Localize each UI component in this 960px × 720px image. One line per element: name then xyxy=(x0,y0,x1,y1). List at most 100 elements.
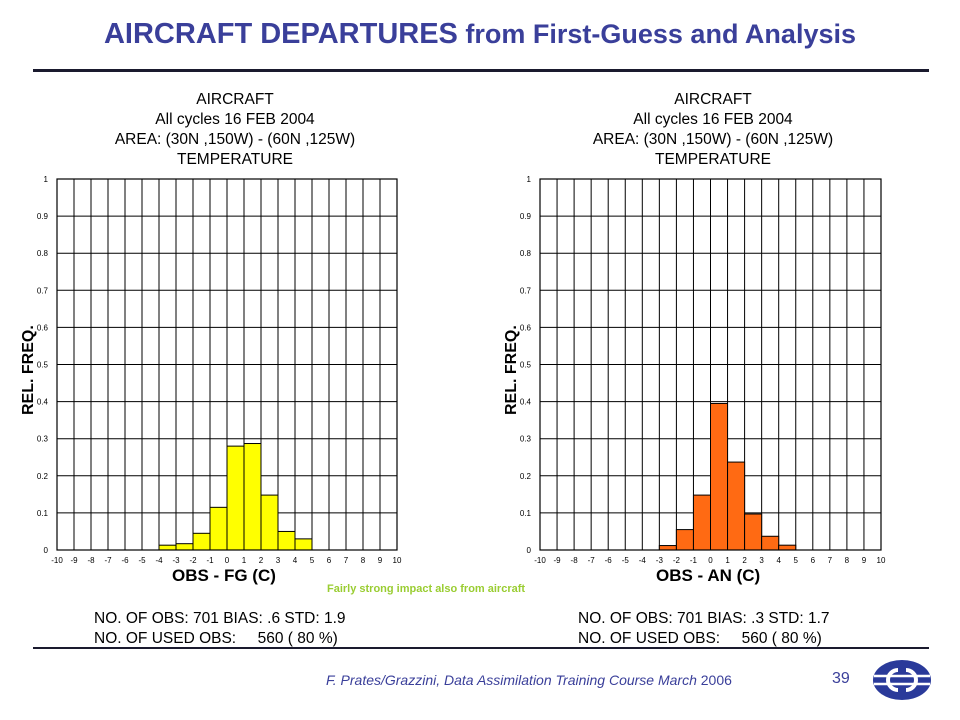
x-tick-label: -10 xyxy=(51,556,63,565)
y-tick-label: 0.8 xyxy=(520,249,532,258)
histogram-bar xyxy=(675,529,694,551)
stats-left: NO. OF OBS: 701 BIAS: .6 STD: 1.9 NO. OF … xyxy=(94,609,346,649)
y-axis-label-right: REL. FREQ. xyxy=(503,325,520,415)
x-axis-label-left: OBS - FG (C) xyxy=(172,566,276,585)
histogram-bar xyxy=(658,545,677,551)
footer-year: 2006 xyxy=(700,672,732,688)
y-tick-label: 0.9 xyxy=(37,212,49,221)
ecmwf-logo-icon xyxy=(873,660,931,700)
chart-title-line: All cycles 16 FEB 2004 xyxy=(155,111,315,128)
y-tick-label: 0.3 xyxy=(37,435,49,444)
impact-note: Fairly strong impact also from aircraft xyxy=(327,583,526,595)
x-tick-label: 2 xyxy=(742,556,747,565)
bottom-divider xyxy=(33,647,929,649)
histogram-bar xyxy=(761,535,780,551)
x-tick-label: -5 xyxy=(622,556,630,565)
y-tick-label: 0.5 xyxy=(37,361,49,370)
x-tick-label: 7 xyxy=(828,556,833,565)
x-tick-label: 9 xyxy=(862,556,867,565)
y-tick-label: 0 xyxy=(527,546,532,555)
x-tick-label: -10 xyxy=(534,556,546,565)
footer-credit: F. Prates/Grazzini, Data Assimilation Tr… xyxy=(326,672,732,688)
chart-title-right: AIRCRAFT All cycles 16 FEB 2004 AREA: (3… xyxy=(568,90,858,170)
x-tick-label: -1 xyxy=(206,556,214,565)
y-tick-label: 0.9 xyxy=(520,212,532,221)
x-tick-label: 4 xyxy=(776,556,781,565)
x-tick-label: -8 xyxy=(571,556,579,565)
stats-used-line: NO. OF USED OBS: 560 ( 80 %) xyxy=(578,630,822,647)
x-tick-label: -5 xyxy=(138,556,146,565)
x-tick-label: -3 xyxy=(172,556,180,565)
y-tick-label: 0 xyxy=(44,546,49,555)
x-tick-label: 8 xyxy=(361,556,366,565)
x-tick-label: -4 xyxy=(639,556,647,565)
y-tick-label: 0.6 xyxy=(37,323,49,332)
slide-title-rest: from First-Guess and Analysis xyxy=(457,19,856,49)
x-tick-label: 6 xyxy=(327,556,332,565)
y-tick-label: 0.1 xyxy=(37,509,49,518)
page-number: 39 xyxy=(832,670,850,687)
y-tick-label: 0.6 xyxy=(520,323,532,332)
y-tick-label: 0.4 xyxy=(520,398,532,407)
y-tick-label: 0.3 xyxy=(520,435,532,444)
y-tick-label: 0.8 xyxy=(37,249,49,258)
histogram-bar xyxy=(744,513,763,551)
y-axis-label-left: REL. FREQ. xyxy=(20,325,37,415)
stats-right: NO. OF OBS: 701 BIAS: .3 STD: 1.7 NO. OF … xyxy=(578,609,830,649)
stats-obs-line: NO. OF OBS: 701 BIAS: .6 STD: 1.9 xyxy=(94,610,346,627)
x-tick-label: 3 xyxy=(276,556,281,565)
top-divider xyxy=(33,69,929,72)
x-tick-label: 3 xyxy=(759,556,764,565)
x-tick-label: 5 xyxy=(310,556,315,565)
chart-title-line: TEMPERATURE xyxy=(655,151,771,168)
histogram-bar xyxy=(710,402,729,551)
chart-title-line: AIRCRAFT xyxy=(674,91,752,108)
x-tick-label: -8 xyxy=(87,556,95,565)
x-tick-label: 0 xyxy=(708,556,713,565)
x-tick-label: 0 xyxy=(225,556,230,565)
x-axis-label-right: OBS - AN (C) xyxy=(656,566,761,585)
histogram-bar xyxy=(692,494,712,551)
stats-used-line: NO. OF USED OBS: 560 ( 80 %) xyxy=(94,630,338,647)
chart-title-line: TEMPERATURE xyxy=(177,151,293,168)
y-tick-label: 0.2 xyxy=(520,472,532,481)
histogram-bar xyxy=(727,461,746,551)
chart-title-line: AIRCRAFT xyxy=(196,91,274,108)
x-tick-label: 1 xyxy=(725,556,730,565)
x-tick-label: 5 xyxy=(794,556,799,565)
chart-title-line: AREA: (30N ,150W) - (60N ,125W) xyxy=(114,131,356,148)
plot-frame xyxy=(539,178,882,551)
x-tick-label: 8 xyxy=(845,556,850,565)
x-tick-label: -9 xyxy=(70,556,78,565)
x-tick-label: -2 xyxy=(189,556,197,565)
x-tick-label: 2 xyxy=(259,556,264,565)
y-tick-label: 0.2 xyxy=(37,472,49,481)
y-tick-label: 0.7 xyxy=(37,286,49,295)
x-tick-label: -1 xyxy=(690,556,698,565)
y-tick-label: 0.4 xyxy=(37,398,49,407)
x-tick-label: 1 xyxy=(242,556,247,565)
x-tick-label: 9 xyxy=(378,556,383,565)
x-tick-label: 10 xyxy=(393,556,402,565)
x-tick-label: -6 xyxy=(121,556,129,565)
y-tick-label: 0.5 xyxy=(520,361,532,370)
chart-title-line: AREA: (30N ,150W) - (60N ,125W) xyxy=(592,131,834,148)
y-tick-label: 0.1 xyxy=(520,509,532,518)
histogram-bar xyxy=(778,544,797,551)
chart-title-line: All cycles 16 FEB 2004 xyxy=(633,111,793,128)
x-tick-label: -7 xyxy=(104,556,112,565)
slide-title-bold: AIRCRAFT DEPARTURES xyxy=(103,18,458,50)
x-tick-label: 4 xyxy=(293,556,298,565)
x-tick-label: -7 xyxy=(588,556,596,565)
x-tick-label: 10 xyxy=(877,556,886,565)
x-tick-label: -6 xyxy=(605,556,613,565)
x-tick-label: -2 xyxy=(673,556,681,565)
x-tick-label: 7 xyxy=(344,556,349,565)
slide-title: AIRCRAFT DEPARTURES from First-Guess and… xyxy=(0,18,960,51)
y-tick-label: 1 xyxy=(527,175,532,184)
plot-frame xyxy=(56,178,398,551)
x-tick-label: -9 xyxy=(553,556,561,565)
x-tick-label: -4 xyxy=(155,556,163,565)
